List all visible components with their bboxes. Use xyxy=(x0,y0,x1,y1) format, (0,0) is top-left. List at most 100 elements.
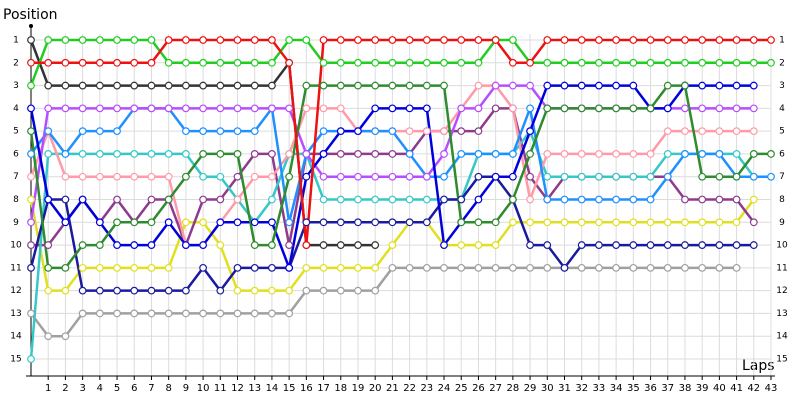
lap-marker xyxy=(474,58,483,67)
lap-marker xyxy=(457,241,466,249)
x-tick-label: 28 xyxy=(506,383,519,394)
lap-marker xyxy=(663,241,672,249)
lap-marker xyxy=(543,241,552,249)
lap-marker xyxy=(388,150,397,158)
lap-marker xyxy=(440,241,448,249)
lap-marker xyxy=(164,104,173,113)
lap-marker xyxy=(285,36,294,44)
lap-marker xyxy=(27,241,35,249)
lap-marker xyxy=(336,36,345,44)
lap-marker xyxy=(164,36,173,44)
lap-marker xyxy=(113,36,121,44)
lap-marker xyxy=(698,58,707,67)
lap-marker xyxy=(732,36,741,44)
lap-marker xyxy=(216,286,225,295)
lap-marker xyxy=(371,36,380,44)
y-tick-label-right: 6 xyxy=(779,149,785,159)
lap-marker xyxy=(27,58,35,67)
lap-marker xyxy=(698,81,707,90)
lap-marker xyxy=(147,241,156,249)
lap-marker xyxy=(285,286,294,295)
lap-marker xyxy=(474,150,483,158)
lap-marker xyxy=(268,150,276,158)
lap-marker xyxy=(147,104,156,113)
lap-marker xyxy=(577,104,586,113)
lap-marker xyxy=(629,218,638,227)
lap-marker xyxy=(78,309,87,318)
y-tick-label-right: 2 xyxy=(779,58,785,68)
lap-marker xyxy=(199,36,207,44)
axis-arrow xyxy=(29,24,33,28)
lap-marker xyxy=(336,218,345,227)
lap-marker xyxy=(199,81,207,90)
lap-marker xyxy=(543,263,552,272)
lap-marker xyxy=(78,36,87,44)
lap-marker xyxy=(698,150,707,158)
lap-marker xyxy=(698,263,707,272)
lap-marker xyxy=(354,36,362,44)
x-tick-label: 10 xyxy=(197,383,210,394)
lap-marker xyxy=(285,104,294,113)
lap-marker xyxy=(27,104,35,113)
lap-marker xyxy=(233,309,242,318)
lap-marker xyxy=(388,58,397,67)
lap-marker xyxy=(595,218,603,227)
lap-marker xyxy=(698,241,707,249)
lap-marker xyxy=(440,81,448,90)
lap-marker xyxy=(78,263,87,272)
lap-marker xyxy=(95,218,104,227)
lap-marker xyxy=(27,36,35,44)
lap-marker xyxy=(543,195,552,204)
y-tick-label-right: 13 xyxy=(776,309,787,319)
y-tick-label-right: 14 xyxy=(776,332,788,342)
lap-marker xyxy=(474,81,483,90)
lap-marker xyxy=(113,195,121,204)
lap-marker xyxy=(181,218,190,227)
lap-marker xyxy=(474,127,483,136)
lap-marker xyxy=(732,81,741,90)
lap-marker xyxy=(474,263,483,272)
lap-marker xyxy=(199,263,207,272)
lap-marker xyxy=(181,58,190,67)
lap-marker xyxy=(767,172,775,181)
lap-marker xyxy=(181,127,190,136)
lap-marker xyxy=(61,104,70,113)
lap-marker xyxy=(216,241,225,249)
lap-marker xyxy=(508,172,517,181)
y-tick-label: 5 xyxy=(13,127,19,137)
x-tick-label: 35 xyxy=(627,383,640,394)
lap-marker xyxy=(285,241,294,249)
lap-marker xyxy=(233,81,242,90)
lap-marker xyxy=(681,58,689,67)
lap-marker xyxy=(44,286,53,295)
x-tick-label: 29 xyxy=(524,383,537,394)
lap-marker xyxy=(181,309,190,318)
lap-marker xyxy=(285,218,294,227)
lap-marker xyxy=(474,241,483,249)
lap-marker xyxy=(181,172,190,181)
lap-marker xyxy=(474,218,483,227)
lap-marker xyxy=(577,172,586,181)
lap-marker xyxy=(543,172,552,181)
lap-marker xyxy=(405,150,414,158)
lap-marker xyxy=(715,104,724,113)
lap-marker xyxy=(181,150,190,158)
lap-marker xyxy=(147,195,156,204)
lap-marker xyxy=(216,104,225,113)
lap-marker xyxy=(78,172,87,181)
lap-marker xyxy=(371,263,380,272)
lap-marker xyxy=(44,58,53,67)
lap-marker xyxy=(147,81,156,90)
y-tick-label: 1 xyxy=(13,36,19,46)
lap-marker xyxy=(629,241,638,249)
y-tick-label-right: 1 xyxy=(779,36,785,46)
lap-marker xyxy=(216,36,225,44)
x-tick-label: 41 xyxy=(730,383,743,394)
lap-marker xyxy=(250,218,259,227)
lap-marker xyxy=(233,36,242,44)
x-tick-label: 13 xyxy=(248,383,261,394)
lap-marker xyxy=(268,172,276,181)
x-tick-label: 25 xyxy=(455,383,468,394)
series-line xyxy=(30,266,737,338)
lap-marker xyxy=(44,332,53,341)
